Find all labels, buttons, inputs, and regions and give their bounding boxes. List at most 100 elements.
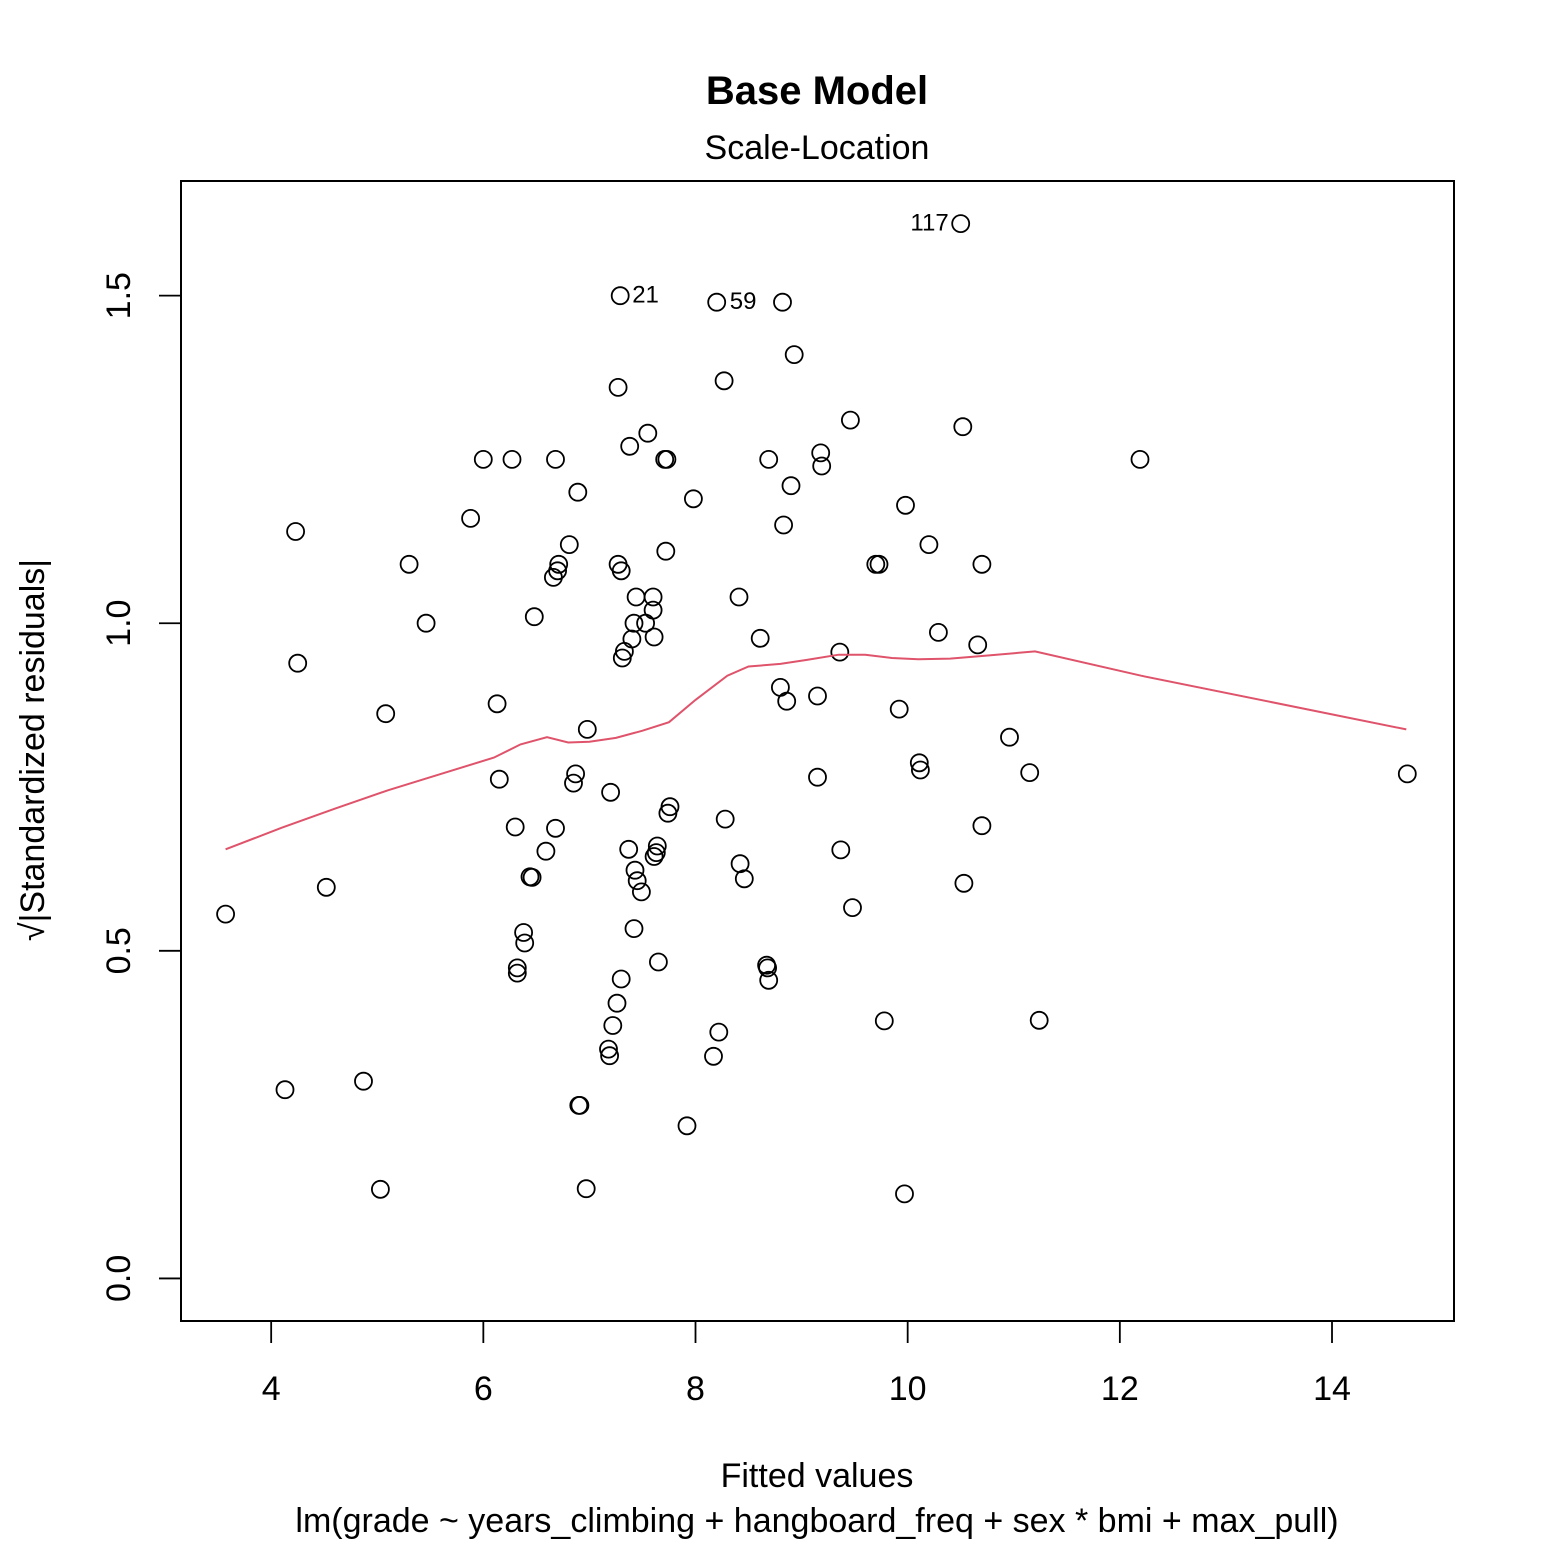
data-point [473, 449, 493, 469]
data-point [568, 482, 588, 502]
data-point [625, 860, 645, 880]
data-point [869, 554, 889, 574]
data-point [895, 1184, 914, 1204]
data-point [566, 764, 585, 784]
data-point [759, 970, 779, 990]
data-point [808, 767, 827, 787]
data-point [953, 417, 973, 437]
data-point [610, 286, 630, 306]
data-point [607, 993, 627, 1013]
data-point [909, 753, 929, 773]
data-point [632, 882, 651, 902]
data-point [507, 958, 527, 978]
data-point [487, 694, 507, 714]
point-annotations: 117 21 59 [632, 210, 949, 316]
x-tick-label: 10 [889, 1370, 927, 1408]
x-axis-sublabel: lm(grade ~ years_climbing + hangboard_fr… [295, 1502, 1338, 1540]
y-tick-label: 1.0 [100, 600, 138, 647]
data-point [416, 613, 436, 633]
data-point [514, 923, 533, 942]
data-point [316, 877, 336, 897]
data-point [649, 952, 668, 972]
data-point [972, 816, 992, 836]
data-point [841, 410, 860, 430]
data-point [461, 509, 481, 528]
data-point [1020, 763, 1040, 782]
data-point [619, 839, 639, 859]
point-annotation-59: 59 [730, 288, 757, 315]
x-tick-label: 14 [1313, 1370, 1351, 1408]
data-point [620, 436, 640, 456]
data-point [1130, 449, 1150, 469]
data-point [684, 489, 703, 509]
data-point [750, 628, 770, 648]
data-point [546, 449, 565, 469]
smooth-line [225, 650, 1407, 851]
data-point [715, 809, 735, 829]
data-point [624, 919, 644, 938]
point-annotation-21: 21 [632, 282, 659, 309]
data-point [656, 541, 676, 561]
data-point [660, 797, 680, 817]
chart-subtitle: Scale-Location [705, 129, 930, 167]
data-point [1397, 764, 1417, 784]
data-point [601, 782, 620, 802]
data-point [608, 377, 628, 397]
data-point [714, 371, 734, 391]
data-point [729, 587, 749, 607]
data-point [216, 904, 236, 924]
data-point [643, 600, 663, 620]
y-tick-label: 0.0 [100, 1255, 138, 1302]
data-point [734, 869, 754, 889]
data-point [709, 1022, 729, 1042]
x-tick-label: 4 [262, 1370, 281, 1408]
data-point [808, 686, 827, 706]
y-tick-label: 0.5 [100, 927, 138, 974]
data-point [611, 969, 631, 989]
x-tick-label: 12 [1101, 1370, 1139, 1408]
data-points [216, 214, 1417, 1204]
data-point [564, 773, 583, 793]
data-point [657, 449, 677, 469]
data-point [972, 554, 992, 574]
data-point [774, 515, 793, 535]
data-point [1029, 1010, 1049, 1030]
data-point [559, 535, 579, 554]
data-point [777, 691, 797, 711]
x-axis-label: Fitted values [721, 1457, 914, 1495]
x-tick-label: 6 [474, 1370, 493, 1408]
data-point [646, 843, 666, 862]
x-axis: 4 6 8 10 12 14 [262, 1320, 1351, 1408]
data-point [399, 554, 419, 574]
y-axis: 0.0 0.5 1.0 1.5 [100, 272, 182, 1302]
data-point [644, 627, 664, 647]
data-point [707, 292, 727, 312]
data-point [603, 1016, 623, 1035]
data-point [286, 522, 306, 541]
data-point [627, 871, 647, 891]
data-point [889, 699, 909, 719]
data-point [505, 817, 525, 837]
data-point [830, 642, 850, 662]
data-point [599, 1039, 618, 1059]
data-point [896, 495, 915, 515]
data-point [773, 292, 792, 312]
data-point [546, 818, 565, 838]
data-point [919, 535, 939, 554]
data-point [811, 443, 831, 463]
data-point [781, 476, 801, 496]
data-point [677, 1116, 697, 1136]
data-point [704, 1046, 723, 1066]
data-point [549, 554, 569, 574]
data-point [874, 1011, 894, 1031]
data-point [647, 836, 667, 856]
data-point [600, 1046, 619, 1066]
data-point [929, 623, 948, 642]
data-point [515, 933, 535, 953]
data-point [843, 898, 862, 917]
data-point [758, 958, 777, 978]
data-point [577, 720, 597, 739]
data-point [831, 840, 851, 860]
